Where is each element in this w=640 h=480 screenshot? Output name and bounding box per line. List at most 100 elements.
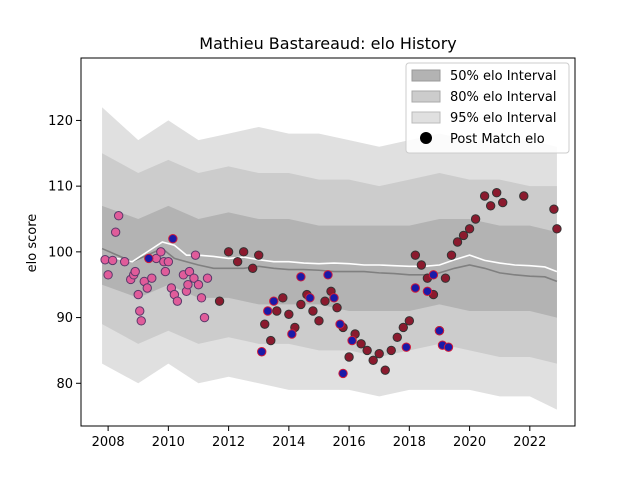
post-match-point: [196, 293, 207, 303]
post-match-point: [103, 270, 113, 280]
post-match-point: [410, 283, 421, 293]
post-match-point: [144, 253, 154, 264]
post-match-point: [130, 266, 140, 277]
post-match-point: [269, 296, 279, 306]
post-match-point: [401, 342, 412, 352]
post-match-point: [428, 270, 439, 280]
post-match-point: [404, 316, 415, 326]
post-match-point: [107, 255, 118, 266]
post-match-point: [305, 293, 315, 303]
x-tick-label: 2012: [212, 435, 245, 450]
post-match-point: [223, 247, 234, 257]
y-axis-label: elo score: [25, 214, 40, 273]
post-match-point: [189, 273, 199, 283]
post-match-point: [338, 368, 348, 379]
post-match-point: [202, 273, 213, 283]
post-match-point: [498, 197, 508, 208]
post-match-point: [254, 250, 264, 260]
post-match-point: [410, 250, 421, 260]
post-match-point: [458, 230, 469, 241]
post-match-points: [100, 188, 562, 379]
post-match-point: [232, 257, 243, 267]
post-match-point: [199, 312, 210, 323]
post-match-point: [136, 316, 146, 326]
post-match-point: [440, 273, 451, 283]
post-match-point: [147, 273, 157, 283]
legend-marker-post-match: [420, 132, 432, 144]
post-match-point: [335, 319, 345, 329]
post-match-point: [416, 260, 427, 270]
post-match-point: [172, 296, 183, 306]
x-tick-label: 2010: [152, 435, 185, 450]
legend-label-post-match: Post Match elo: [450, 132, 545, 147]
y-axis-ticks: 80 90 100 110 120: [48, 114, 81, 392]
post-match-point: [320, 296, 330, 306]
post-match-point: [464, 224, 475, 234]
legend-label-80: 80% elo Interval: [450, 90, 557, 105]
post-match-point: [356, 339, 366, 349]
y-tick-label: 120: [48, 114, 73, 129]
post-match-point: [443, 342, 454, 352]
post-match-point: [392, 332, 402, 342]
post-match-point: [398, 322, 409, 333]
post-match-point: [380, 365, 390, 375]
interval-bands: [102, 107, 557, 410]
legend-box: [405, 62, 570, 154]
post-match-point: [479, 191, 490, 201]
post-match-point: [156, 247, 166, 257]
x-tick-label: 2016: [333, 435, 366, 450]
post-match-point: [386, 345, 396, 356]
y-tick-label: 90: [56, 311, 73, 326]
post-match-point: [113, 211, 124, 221]
y-tick-label: 110: [48, 180, 73, 195]
legend-swatch-80: [411, 90, 441, 103]
chart-title: Mathieu Bastareaud: elo History: [199, 34, 456, 53]
post-match-point: [446, 250, 457, 260]
legend-label-95: 95% elo Interval: [450, 111, 557, 126]
post-match-point: [485, 201, 496, 211]
post-match-point: [296, 299, 306, 310]
post-match-point: [329, 293, 339, 303]
x-tick-label: 2018: [393, 435, 426, 450]
post-match-point: [278, 293, 288, 303]
x-tick-label: 2022: [513, 435, 546, 450]
legend-swatch-50: [411, 69, 441, 82]
post-match-point: [552, 224, 562, 234]
post-match-point: [257, 347, 267, 357]
post-match-point: [135, 306, 145, 316]
post-match-point: [214, 296, 225, 306]
post-match-point: [549, 204, 559, 214]
post-match-point: [470, 214, 481, 224]
x-tick-label: 2020: [453, 435, 486, 450]
post-match-point: [314, 316, 324, 326]
post-match-point: [272, 306, 282, 316]
post-match-point: [284, 309, 294, 319]
post-match-point: [368, 355, 378, 365]
elo-line-1: [102, 241, 558, 273]
post-match-point: [183, 280, 193, 290]
post-match-point: [238, 247, 249, 257]
post-match-point: [160, 266, 171, 277]
post-match-point: [491, 188, 502, 198]
x-tick-label: 2014: [272, 435, 305, 450]
plot-frame: [80, 57, 576, 427]
post-match-point: [374, 349, 384, 359]
post-match-point: [247, 263, 258, 273]
post-match-point: [308, 306, 318, 316]
x-tick-label: 2008: [92, 435, 125, 450]
post-match-point: [119, 257, 130, 267]
post-match-point: [362, 345, 372, 356]
post-match-point: [133, 289, 143, 300]
plot-area: [100, 107, 562, 410]
post-match-point: [287, 329, 297, 339]
post-match-point: [142, 283, 152, 293]
legend: 50% elo Interval 80% elo Interval 95% el…: [405, 62, 570, 154]
post-match-point: [296, 272, 306, 282]
band-50: [102, 205, 557, 318]
post-match-point: [184, 266, 195, 277]
post-match-point: [110, 227, 121, 237]
post-match-point: [422, 286, 433, 296]
post-match-point: [190, 250, 201, 260]
legend-label-50: 50% elo Interval: [450, 69, 557, 84]
